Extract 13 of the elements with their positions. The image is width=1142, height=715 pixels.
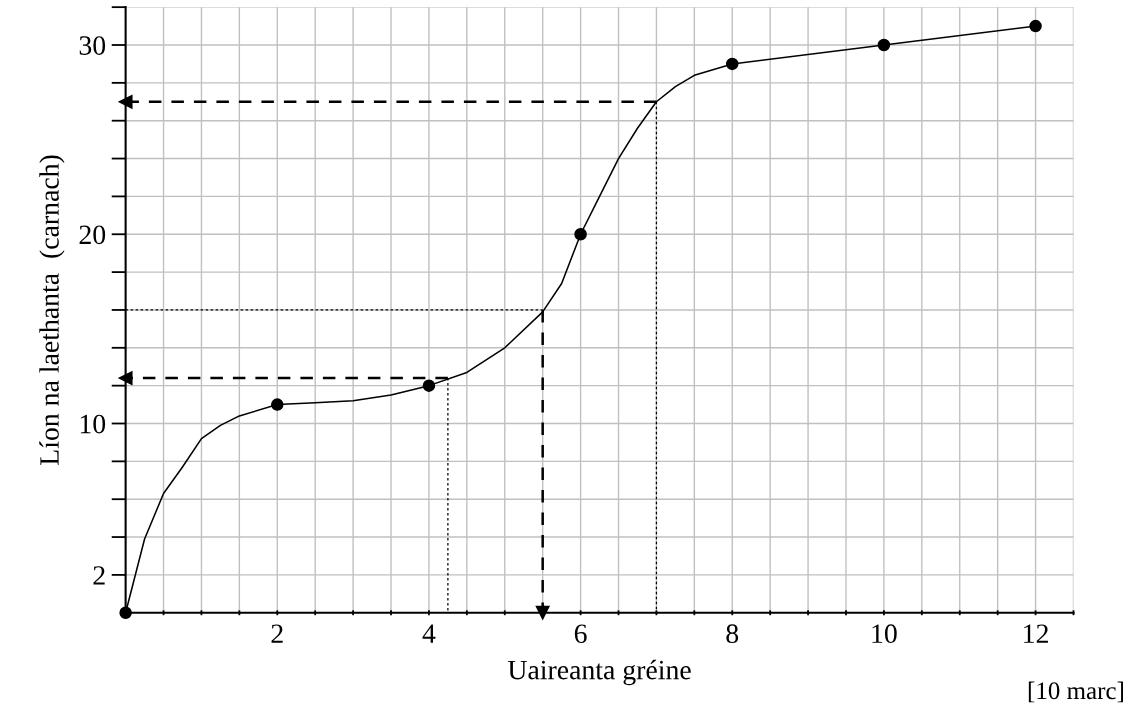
- y-tick-label: 20: [79, 225, 106, 245]
- x-tick-label: 10: [872, 624, 897, 644]
- y-tick-label: 2: [93, 566, 105, 585]
- y-tick-label: 10: [80, 414, 106, 434]
- x-tick-label: 2: [271, 624, 283, 643]
- x-axis-title: Uaireanta gréine: [507, 659, 691, 686]
- y-tick-label: 30: [79, 36, 106, 55]
- x-tick-label: 8: [726, 624, 739, 644]
- x-tick-label: 12: [1024, 624, 1048, 643]
- x-tick-label: 4: [422, 624, 436, 643]
- y-axis-title: Líon na laethanta (carnach): [39, 155, 65, 465]
- text: [10 marc]: [1028, 681, 1124, 703]
- x-tick-label: 6: [574, 624, 587, 644]
